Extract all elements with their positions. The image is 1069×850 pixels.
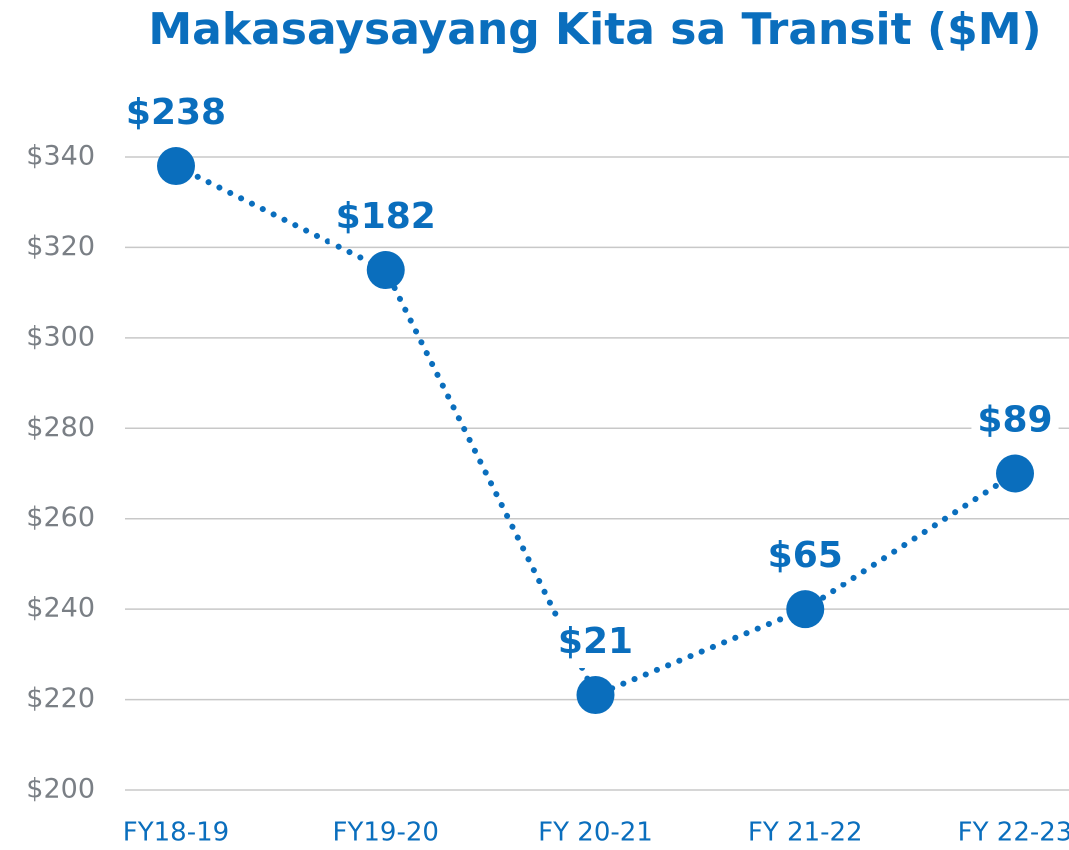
point — [576, 676, 615, 715]
point — [996, 454, 1034, 493]
x-tick-label: FY18-19 — [123, 818, 229, 848]
point — [157, 147, 195, 186]
data-label: $21 — [558, 621, 633, 662]
data-label: $89 — [977, 400, 1052, 441]
data-label: $238 — [126, 92, 226, 133]
label-box — [551, 619, 640, 669]
line — [173, 163, 1018, 699]
x-tick-label: FY 20-21 — [538, 818, 653, 848]
y-tick-label: $200 — [26, 774, 95, 805]
data-label: $182 — [336, 196, 436, 237]
y-tick-label: $260 — [26, 502, 95, 533]
x-tick-label: FY19-20 — [333, 818, 439, 848]
y-tick-label: $280 — [26, 412, 95, 443]
label-box — [971, 397, 1059, 447]
point — [366, 251, 405, 290]
y-tick-label: $340 — [26, 141, 95, 172]
label-box — [329, 194, 442, 244]
x-tick-label: FY 21-22 — [748, 818, 863, 848]
x-tick-label: FY 22-23 — [958, 818, 1069, 848]
y-tick-label: $320 — [26, 231, 95, 262]
y-tick-label: $240 — [26, 593, 95, 624]
point — [786, 590, 825, 629]
y-tick-label: $220 — [26, 683, 95, 714]
label-box — [119, 90, 233, 140]
data-label: $65 — [768, 535, 843, 576]
label-box — [761, 533, 849, 583]
y-tick-label: $300 — [26, 321, 95, 352]
chart-title: Makasaysayang Kita sa Transit ($M) — [148, 4, 1041, 55]
